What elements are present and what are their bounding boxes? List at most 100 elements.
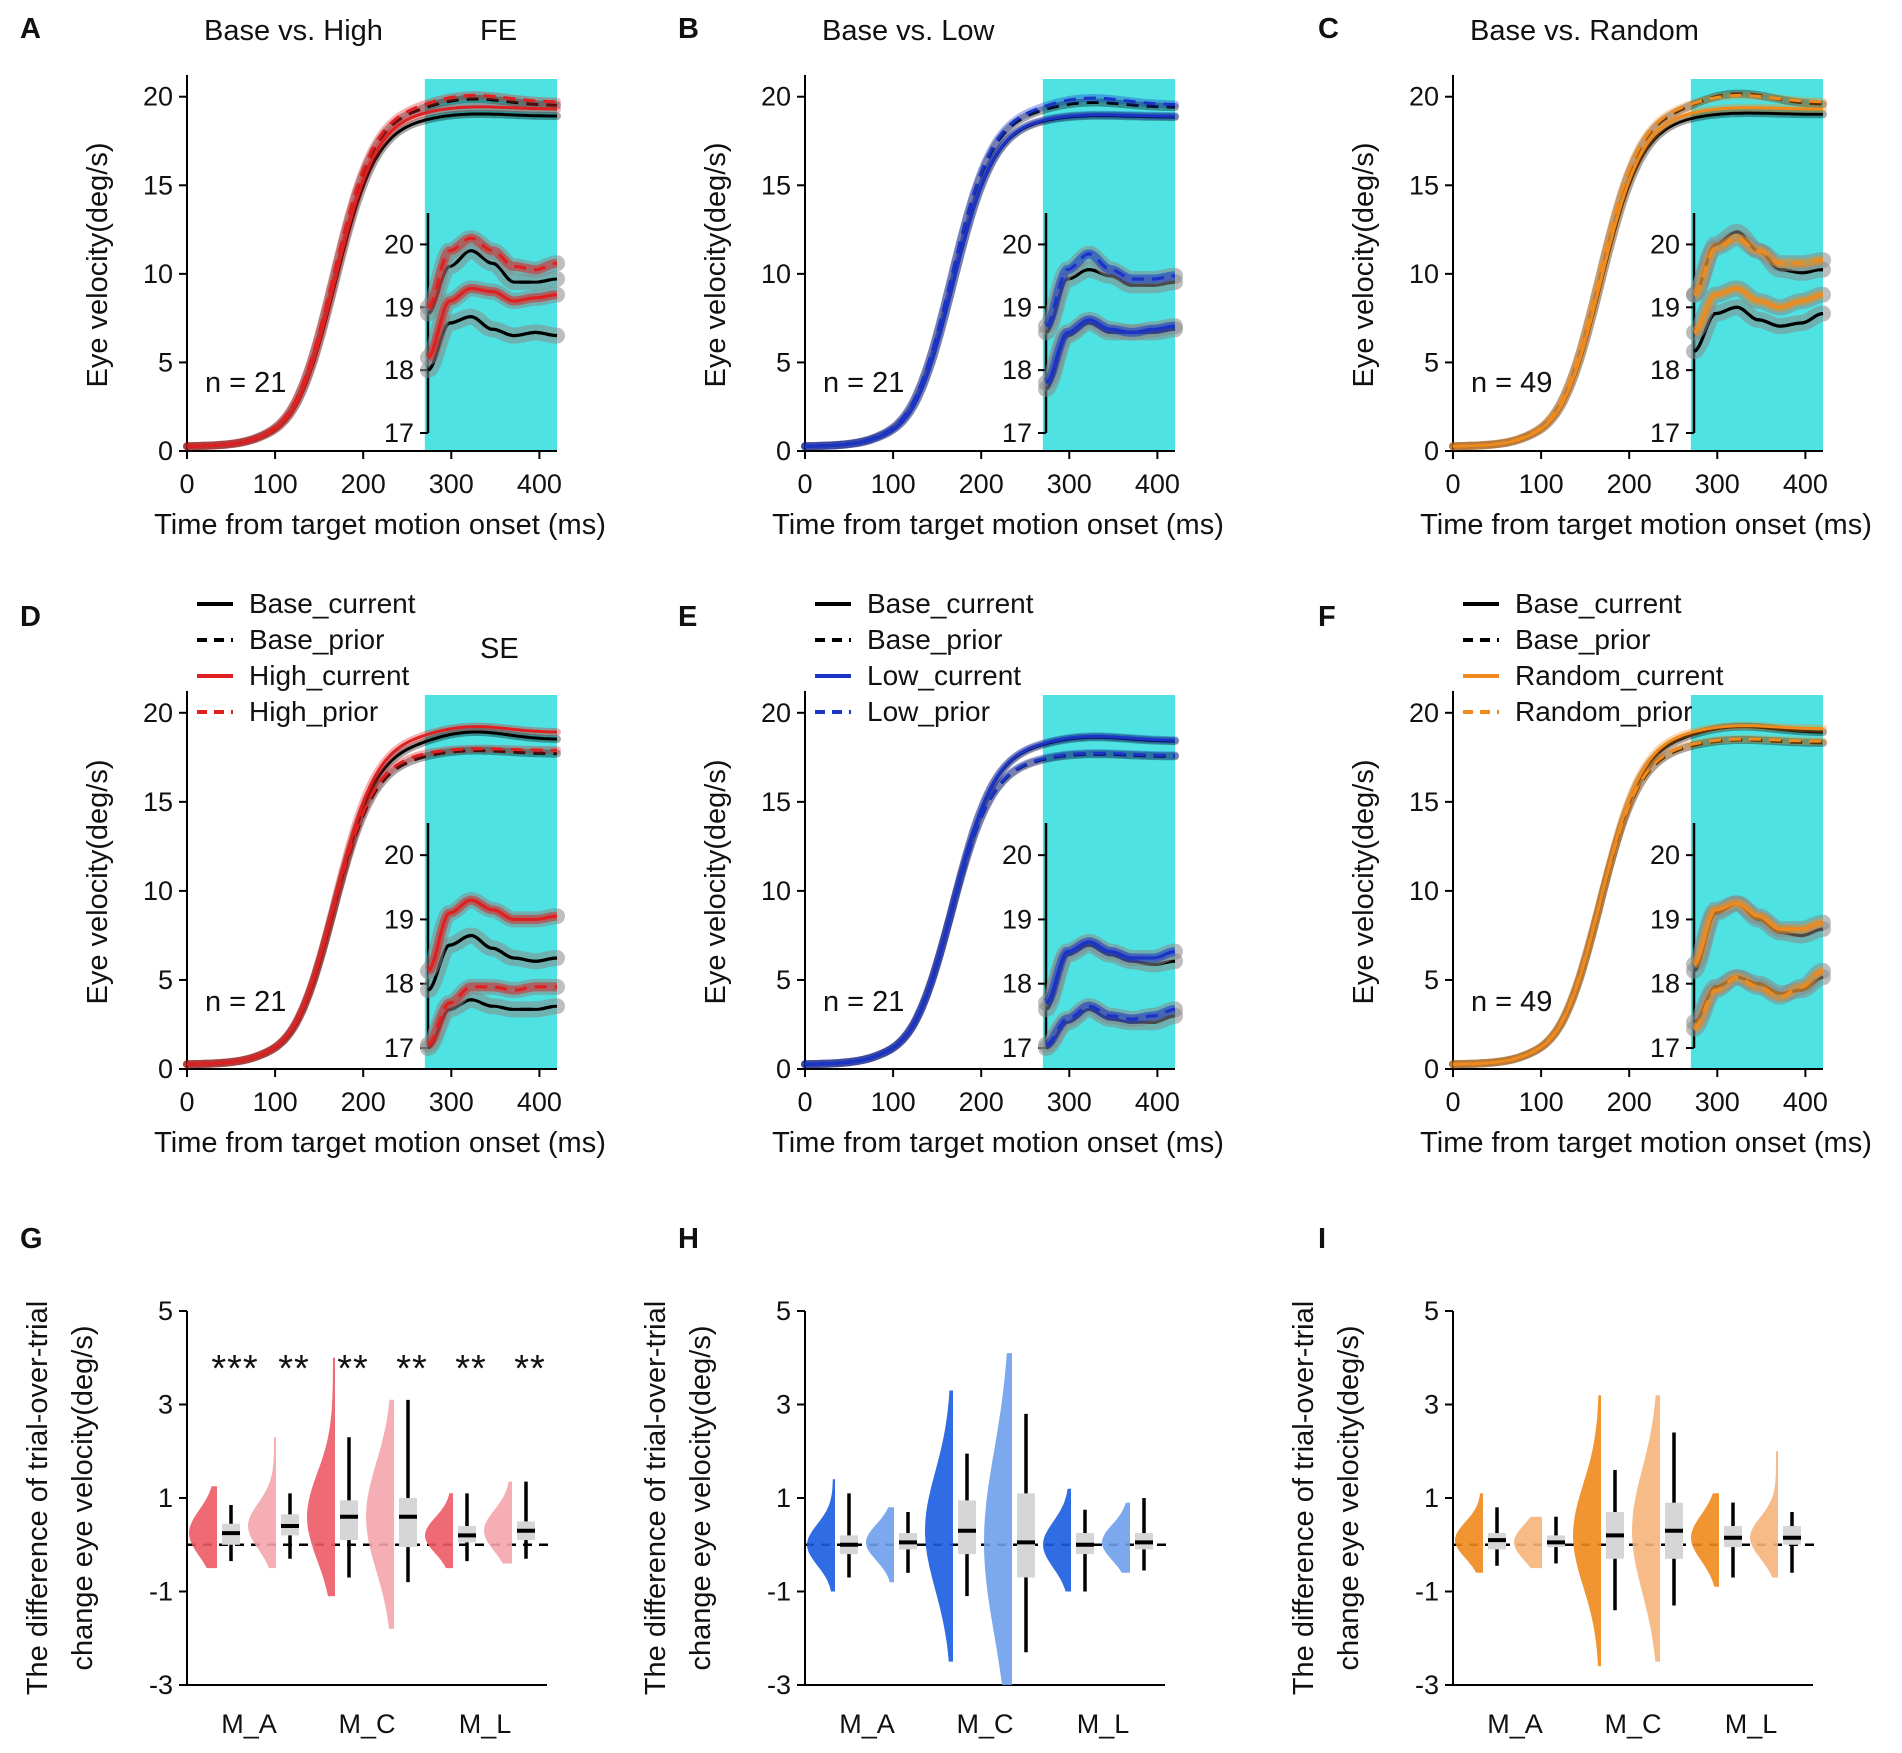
x-axis-title: Time from target motion onset (ms): [772, 509, 1224, 541]
inset-trace-high_current: [427, 898, 558, 973]
inset-trace-high_prior: [427, 985, 557, 1047]
y-tick-label: 3: [158, 1390, 173, 1420]
panel-letter: C: [1318, 13, 1339, 45]
y-axis-title-line2: change eye velocity(deg/s): [67, 1326, 99, 1671]
y-tick-label: 0: [776, 1054, 791, 1084]
panel-letter: A: [20, 13, 41, 45]
legend-label: Random_prior: [1515, 696, 1692, 727]
significance-marker: **: [396, 1348, 428, 1390]
violin-m-a: [1514, 1516, 1542, 1569]
x-axis-title: Time from target motion onset (ms): [772, 1127, 1224, 1159]
x-group-label: M_A: [839, 1709, 895, 1739]
panel-letter: F: [1318, 601, 1336, 633]
inset-y-tick-label: 18: [1650, 969, 1680, 999]
violin-m-l: [484, 1481, 512, 1564]
y-tick-label: 0: [158, 1054, 173, 1084]
violin-m-c: [1632, 1395, 1660, 1662]
y-axis-title-line1: The difference of trial-over-trial: [22, 1301, 54, 1695]
trace-low_prior: [805, 751, 1175, 1066]
y-tick-label: -3: [767, 1670, 791, 1700]
inset-trace-random_current: [1693, 901, 1824, 966]
violin-m-a: [189, 1486, 217, 1569]
inset-y-tick-label: 19: [1002, 292, 1032, 322]
x-tick-label: 200: [341, 1087, 386, 1117]
violin-m-c: [925, 1390, 953, 1662]
x-tick-label: 200: [1607, 1087, 1652, 1117]
legend-label: High_prior: [249, 696, 378, 727]
violin-m-c: [366, 1399, 394, 1629]
inset-trace-base_current: [427, 933, 558, 992]
x-tick-label: 400: [1783, 469, 1828, 499]
y-axis-title: Eye velocity(deg/s): [700, 760, 732, 1005]
inset-trace-high_current: [427, 286, 558, 359]
y-tick-label: 5: [1424, 1296, 1439, 1326]
y-axis-title-line1: The difference of trial-over-trial: [640, 1301, 672, 1695]
significance-marker: **: [337, 1348, 369, 1390]
x-tick-label: 300: [1695, 469, 1740, 499]
y-tick-label: 15: [1409, 787, 1439, 817]
x-group-label: M_C: [1604, 1709, 1661, 1739]
inset-y-tick-label: 20: [1002, 840, 1032, 870]
y-tick-label: -1: [767, 1577, 791, 1607]
inset-y-tick-label: 19: [384, 904, 414, 934]
inset-trace-low_current: [1045, 940, 1176, 1005]
y-axis-title: Eye velocity(deg/s): [82, 760, 114, 1005]
x-tick-label: 200: [341, 469, 386, 499]
y-tick-label: 20: [143, 698, 173, 728]
panel-tag: FE: [480, 15, 517, 47]
x-tick-label: 400: [517, 469, 562, 499]
y-axis-title: Eye velocity(deg/s): [700, 143, 732, 388]
legend-label: Base_prior: [1515, 624, 1650, 655]
y-tick-label: 1: [776, 1483, 791, 1513]
y-tick-label: 20: [1409, 82, 1439, 112]
inset-y-tick-label: 17: [384, 1033, 414, 1063]
y-tick-label: 15: [761, 787, 791, 817]
n-label: n = 21: [205, 367, 286, 399]
x-tick-label: 300: [1047, 469, 1092, 499]
inset-y-tick-label: 18: [1002, 355, 1032, 385]
trace-high_prior: [187, 747, 557, 1066]
inset-trace-high_prior: [427, 236, 558, 309]
inset-y-tick-label: 17: [1650, 418, 1680, 448]
legend-label: Low_current: [867, 660, 1021, 691]
y-tick-label: 5: [158, 1296, 173, 1326]
violin-m-l: [1102, 1502, 1130, 1573]
panel-title: Base vs. High: [204, 15, 383, 47]
inset-trace-base_current: [1693, 305, 1824, 353]
y-axis-title: Eye velocity(deg/s): [1348, 143, 1380, 388]
n-label: n = 21: [205, 986, 286, 1018]
inset-trace-low_prior: [1045, 252, 1175, 328]
x-tick-label: 100: [253, 1087, 298, 1117]
inset-trace-base_prior: [427, 249, 558, 316]
y-tick-label: -1: [1415, 1577, 1439, 1607]
x-tick-label: 100: [253, 469, 298, 499]
y-tick-label: 10: [1409, 259, 1439, 289]
violin-m-c: [1573, 1395, 1601, 1667]
inset-trace-base_current: [427, 315, 558, 372]
y-tick-label: 0: [1424, 436, 1439, 466]
significance-marker: **: [278, 1348, 310, 1390]
violin-m-a: [1455, 1493, 1483, 1573]
y-tick-label: 20: [761, 698, 791, 728]
inset-y-tick-label: 18: [1002, 969, 1032, 999]
inset-y-tick-label: 17: [1650, 1033, 1680, 1063]
inset-y-tick-label: 19: [1002, 904, 1032, 934]
y-axis-title-line2: change eye velocity(deg/s): [685, 1326, 717, 1671]
x-tick-label: 0: [179, 469, 194, 499]
y-tick-label: 10: [761, 876, 791, 906]
y-tick-label: 10: [143, 259, 173, 289]
inset-y-tick-label: 18: [384, 969, 414, 999]
panel-H: H 5 3 1 -1 -3 The difference of trial-over-tri…: [640, 1223, 1171, 1739]
x-group-label: M_L: [1725, 1709, 1778, 1739]
legend-label: Base_current: [1515, 588, 1682, 619]
x-tick-label: 0: [1445, 469, 1460, 499]
y-tick-label: 5: [158, 347, 173, 377]
y-tick-label: 20: [143, 82, 173, 112]
y-tick-label: 1: [158, 1483, 173, 1513]
n-label: n = 49: [1471, 367, 1552, 399]
y-tick-label: 3: [1424, 1390, 1439, 1420]
panel-letter: E: [678, 601, 697, 633]
y-axis-title: Eye velocity(deg/s): [1348, 760, 1380, 1005]
x-tick-label: 100: [871, 469, 916, 499]
